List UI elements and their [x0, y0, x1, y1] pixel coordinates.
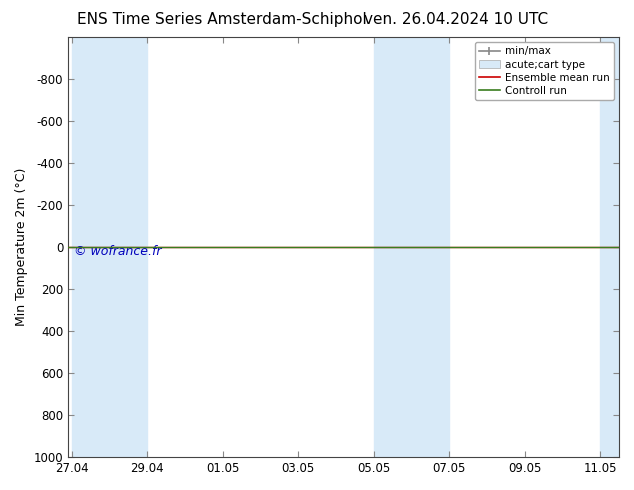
Text: © wofrance.fr: © wofrance.fr: [74, 245, 161, 258]
Bar: [411, 37, 449, 457]
Bar: [110, 37, 147, 457]
Legend: min/max, acute;cart type, Ensemble mean run, Controll run: min/max, acute;cart type, Ensemble mean …: [475, 42, 614, 100]
Text: ven. 26.04.2024 10 UTC: ven. 26.04.2024 10 UTC: [365, 12, 548, 27]
Y-axis label: Min Temperature 2m (°C): Min Temperature 2m (°C): [15, 168, 28, 326]
Text: ENS Time Series Amsterdam-Schiphol: ENS Time Series Amsterdam-Schiphol: [77, 12, 367, 27]
Bar: [600, 37, 619, 457]
Bar: [72, 37, 110, 457]
Bar: [373, 37, 411, 457]
